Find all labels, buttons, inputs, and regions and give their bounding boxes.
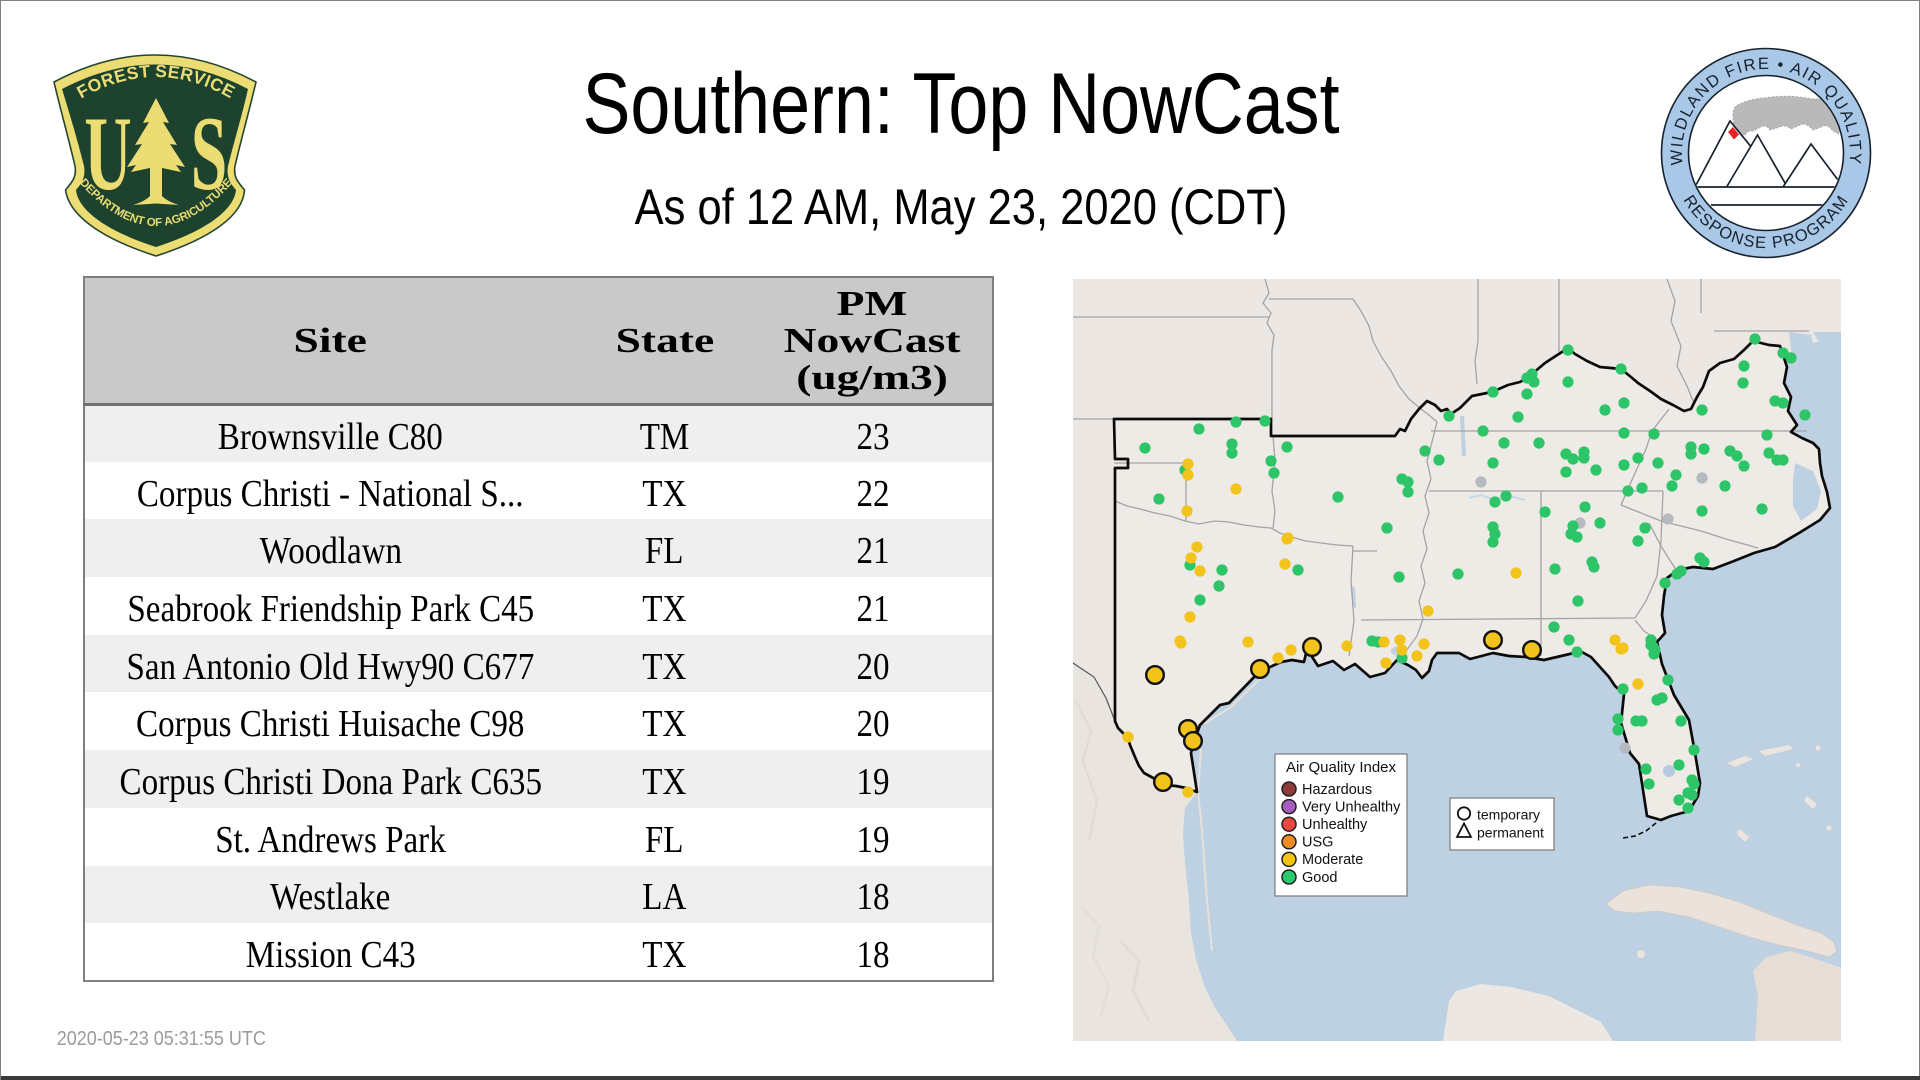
svg-text:U: U xyxy=(84,95,131,213)
svg-text:Hazardous: Hazardous xyxy=(1302,782,1372,798)
svg-text:Unhealthy: Unhealthy xyxy=(1302,817,1368,833)
svg-text:Moderate: Moderate xyxy=(1302,852,1363,868)
svg-text:USG: USG xyxy=(1302,835,1333,851)
svg-text:temporary: temporary xyxy=(1477,807,1540,823)
svg-text:Air Quality Index: Air Quality Index xyxy=(1286,759,1397,776)
svg-text:permanent: permanent xyxy=(1477,825,1544,841)
svg-text:Good: Good xyxy=(1302,870,1337,886)
svg-text:S: S xyxy=(191,95,228,213)
svg-text:Very Unhealthy: Very Unhealthy xyxy=(1302,799,1401,815)
